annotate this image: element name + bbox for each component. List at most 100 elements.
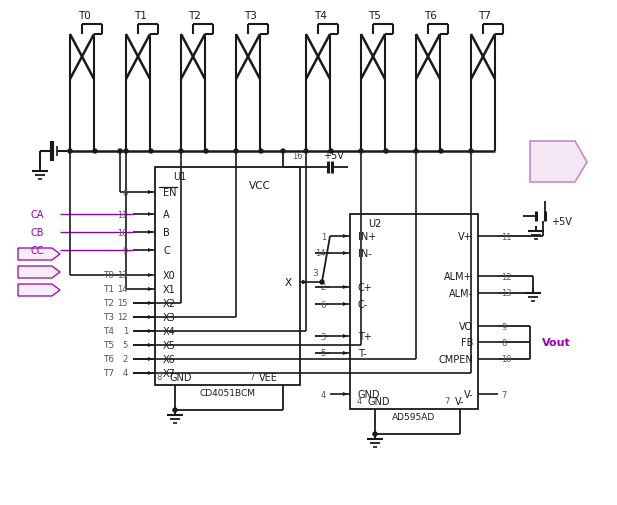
Text: T1: T1 [133, 11, 146, 21]
Circle shape [414, 149, 418, 154]
Text: X5: X5 [163, 340, 176, 350]
Circle shape [373, 432, 377, 436]
Text: 13: 13 [501, 289, 511, 298]
Text: X0: X0 [163, 271, 176, 280]
Text: 4: 4 [357, 397, 362, 406]
Text: C-: C- [358, 299, 368, 310]
Text: CD4051BCM: CD4051BCM [199, 389, 255, 398]
Text: T7: T7 [103, 369, 114, 378]
Text: VCC: VCC [249, 181, 271, 190]
Text: X3: X3 [163, 313, 176, 322]
Circle shape [68, 149, 72, 154]
Polygon shape [530, 142, 587, 183]
Text: T2: T2 [189, 11, 201, 21]
Text: CMPEN: CMPEN [438, 355, 473, 364]
Text: 4: 4 [321, 390, 326, 399]
Text: +5V: +5V [550, 217, 571, 227]
Text: 11: 11 [117, 210, 128, 219]
Text: 14: 14 [117, 285, 128, 294]
Text: +5V: +5V [323, 150, 344, 161]
Circle shape [204, 149, 208, 154]
Circle shape [304, 149, 308, 154]
Circle shape [384, 149, 388, 154]
Circle shape [118, 149, 122, 154]
Text: 12: 12 [501, 272, 511, 281]
Text: 11: 11 [501, 232, 511, 241]
Text: GND: GND [169, 372, 191, 382]
Text: 7: 7 [445, 397, 450, 406]
Text: 4: 4 [123, 369, 128, 378]
Text: T6: T6 [423, 11, 436, 21]
Text: V-: V- [463, 389, 473, 399]
Text: 5: 5 [321, 349, 326, 358]
Text: T2: T2 [103, 299, 114, 308]
Text: 8: 8 [501, 338, 507, 347]
Text: 12: 12 [117, 313, 128, 322]
Text: T0: T0 [103, 271, 114, 280]
Text: 9: 9 [123, 246, 128, 255]
Text: 15: 15 [117, 299, 128, 308]
Text: CB: CB [30, 228, 44, 237]
Text: T3: T3 [103, 313, 114, 322]
Text: GND: GND [368, 396, 391, 406]
Text: 6: 6 [321, 300, 326, 309]
Text: VEE: VEE [259, 372, 278, 382]
Text: ALM+: ALM+ [444, 272, 473, 281]
Bar [350, 215, 478, 409]
Polygon shape [18, 284, 60, 296]
Circle shape [281, 149, 285, 154]
Text: T4: T4 [313, 11, 326, 21]
Text: U2: U2 [368, 219, 381, 229]
Circle shape [179, 149, 183, 154]
Text: 1: 1 [123, 327, 128, 336]
Text: 2: 2 [123, 355, 128, 364]
Text: 10: 10 [501, 355, 511, 364]
Text: X4: X4 [163, 326, 176, 336]
Text: X: X [285, 277, 292, 287]
Text: 7: 7 [250, 373, 255, 382]
Text: T7: T7 [479, 11, 491, 21]
Text: AD595AD: AD595AD [392, 413, 436, 422]
Text: IN+: IN+ [358, 231, 376, 241]
Text: T1: T1 [103, 285, 114, 294]
Text: 6: 6 [123, 188, 128, 197]
Polygon shape [18, 248, 60, 261]
Text: EN: EN [163, 188, 176, 197]
Text: X6: X6 [163, 355, 176, 364]
Text: ALM-: ALM- [449, 288, 473, 298]
Bar [155, 168, 300, 385]
Text: A: A [163, 210, 170, 220]
Text: T5: T5 [368, 11, 381, 21]
Text: IN-: IN- [358, 248, 372, 259]
Circle shape [439, 149, 443, 154]
Text: C+: C+ [358, 282, 373, 292]
Text: Vout: Vout [542, 337, 570, 347]
Text: VO: VO [459, 321, 473, 331]
Circle shape [359, 149, 363, 154]
Text: 10: 10 [117, 228, 128, 237]
Text: T3: T3 [244, 11, 257, 21]
Text: 5: 5 [123, 341, 128, 350]
Circle shape [234, 149, 238, 154]
Text: T4: T4 [103, 327, 114, 336]
Circle shape [93, 149, 97, 154]
Text: X1: X1 [163, 284, 176, 294]
Text: FB: FB [461, 337, 473, 347]
Text: 7: 7 [501, 390, 507, 399]
Text: T+: T+ [358, 331, 372, 341]
Text: T-: T- [358, 348, 366, 358]
Text: B: B [163, 228, 170, 237]
Circle shape [259, 149, 263, 154]
Circle shape [329, 149, 333, 154]
Text: 8: 8 [157, 373, 162, 382]
Circle shape [173, 408, 177, 412]
Text: T0: T0 [78, 11, 90, 21]
Text: V-: V- [455, 396, 465, 406]
Text: GND: GND [358, 389, 381, 399]
Text: CC: CC [30, 245, 44, 256]
Polygon shape [18, 267, 60, 278]
Text: 3: 3 [321, 332, 326, 341]
Text: 2: 2 [321, 283, 326, 292]
Text: X2: X2 [163, 298, 176, 309]
Text: 14: 14 [315, 249, 326, 258]
